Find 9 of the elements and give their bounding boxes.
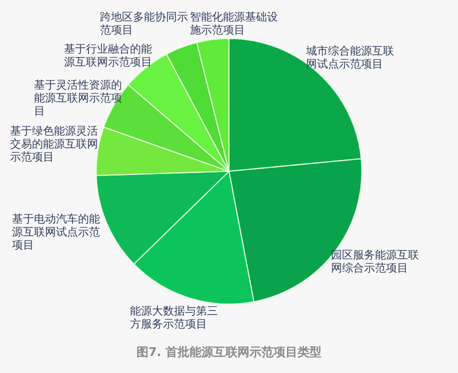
slice-label: 园区服务能源互联网综合示范项目 xyxy=(331,248,419,274)
slice-label: 基于电动汽车的能源互联网试点示范项目 xyxy=(12,212,100,252)
slice-label: 能源大数据与第三方服务示范项目 xyxy=(130,304,218,330)
slice-label: 城市综合能源互联网试点示范项目 xyxy=(305,44,394,70)
slice-label: 跨地区多能协同示范项目 xyxy=(100,10,188,36)
slice-label: 基于绿色能源灵活交易的能源互联网示范项目 xyxy=(10,124,98,164)
slice-label: 基于行业融合的能源互联网示范项目 xyxy=(64,42,152,68)
text: 图7. 首批能源互联网示范项目类型 xyxy=(136,344,322,359)
slice-label: 智能化能源基础设施示范项目 xyxy=(190,10,278,36)
